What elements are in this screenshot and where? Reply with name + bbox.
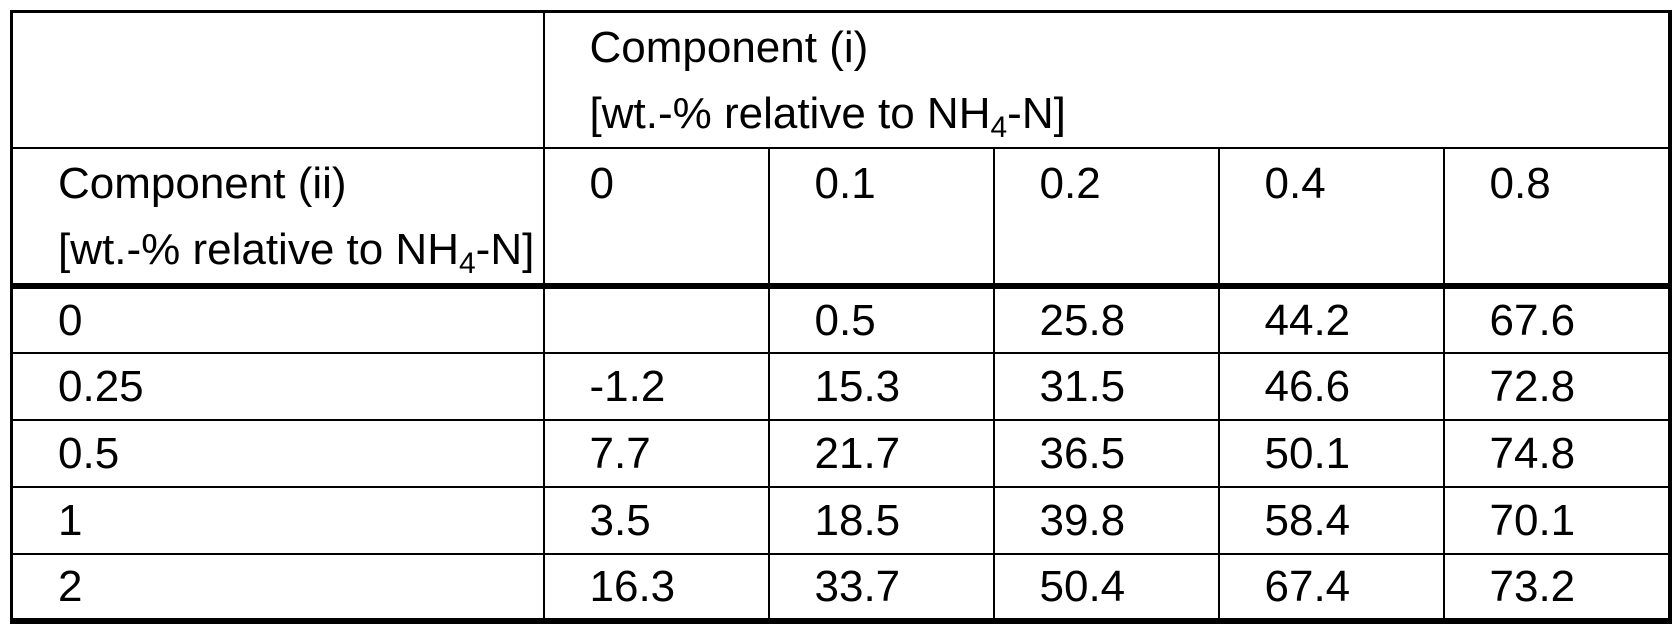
data-cell: 58.4 [1217,486,1445,555]
data-cell: 16.3 [542,553,770,622]
col-group-unit: [wt.-% relative to NH4-N] [589,81,1668,146]
col-header-cell: 0 [542,147,770,289]
row-label-cell: 0.5 [10,419,545,488]
data-cell: 21.7 [767,419,995,488]
data-cell: 31.5 [992,352,1220,421]
data-cell: 50.1 [1217,419,1445,488]
table-row: 2 16.3 33.7 50.4 67.4 73.2 [10,553,1671,622]
row-group-unit-post: -N] [475,225,535,274]
col-group-unit-post: -N] [1007,89,1066,138]
col-header-cell: 0.8 [1442,147,1671,289]
row-label-cell: 0.25 [10,352,545,421]
table-row: 1 3.5 18.5 39.8 58.4 70.1 [10,486,1671,555]
data-cell: 74.8 [1442,419,1671,488]
data-cell: 50.4 [992,553,1220,622]
data-cell: 36.5 [992,419,1220,488]
row-group-header-cell: Component (ii) [wt.-% relative to NH4-N] [10,147,545,289]
data-cell: 73.2 [1442,553,1671,622]
col-header-cell: 0.2 [992,147,1220,289]
table-row: 0.5 7.7 21.7 36.5 50.1 74.8 [10,419,1671,488]
row-group-unit-pre: [wt.-% relative to NH [58,225,459,274]
data-cell: 3.5 [542,486,770,555]
data-cell: 39.8 [992,486,1220,555]
data-cell: 18.5 [767,486,995,555]
data-cell: 7.7 [542,419,770,488]
component-data-table: Component (i) [wt.-% relative to NH4-N] … [10,10,1672,624]
table-row: 0.25 -1.2 15.3 31.5 46.6 72.8 [10,352,1671,421]
data-cell: 0.5 [767,285,995,354]
table-row: 0 0.5 25.8 44.2 67.6 [10,285,1671,354]
data-cell: 15.3 [767,352,995,421]
col-group-header-cell: Component (i) [wt.-% relative to NH4-N] [542,10,1671,149]
table-row-colgroup-header: Component (i) [wt.-% relative to NH4-N] [10,10,1671,149]
row-label-cell: 1 [10,486,545,555]
corner-cell [10,10,545,149]
table-container: Component (i) [wt.-% relative to NH4-N] … [10,10,1672,624]
table-row-col-headers: Component (ii) [wt.-% relative to NH4-N]… [10,147,1671,289]
row-group-unit-subscript: 4 [458,247,476,280]
data-cell: -1.2 [542,352,770,421]
row-group-unit: [wt.-% relative to NH4-N] [58,217,542,280]
row-label-cell: 2 [10,553,545,622]
data-cell: 67.6 [1442,285,1671,354]
data-cell: 67.4 [1217,553,1445,622]
row-label-cell: 0 [10,285,545,354]
col-header-cell: 0.1 [767,147,995,289]
row-group-title: Component (ii) [58,159,347,208]
data-cell: 44.2 [1217,285,1445,354]
col-group-unit-subscript: 4 [990,111,1008,144]
col-group-title: Component (i) [589,23,869,72]
data-cell: 25.8 [992,285,1220,354]
data-cell: 70.1 [1442,486,1671,555]
data-cell: 72.8 [1442,352,1671,421]
col-group-unit-pre: [wt.-% relative to NH [589,89,991,138]
data-cell [542,285,770,354]
data-cell: 33.7 [767,553,995,622]
data-cell: 46.6 [1217,352,1445,421]
col-header-cell: 0.4 [1217,147,1445,289]
